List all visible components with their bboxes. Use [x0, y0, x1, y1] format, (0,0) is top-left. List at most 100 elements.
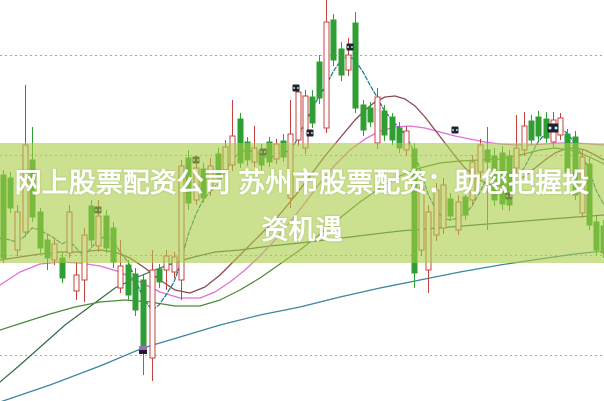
candle	[251, 126, 258, 167]
candle-body-down	[367, 107, 374, 123]
signal-marker-dot	[452, 129, 454, 131]
candle	[316, 55, 323, 104]
candle-body-down	[462, 196, 469, 216]
signal-marker-box	[547, 123, 559, 133]
candle	[59, 252, 66, 283]
candle-body-up	[117, 265, 124, 289]
candle-body-down	[266, 141, 273, 163]
candle	[352, 12, 359, 113]
candle	[295, 85, 302, 146]
candle-body-down	[360, 104, 367, 131]
candle-body-up	[477, 144, 484, 173]
candle-body-up	[171, 256, 178, 273]
candle	[360, 100, 367, 136]
candle	[491, 148, 498, 206]
candle-body-down	[88, 205, 95, 241]
signal-marker-dot	[554, 126, 558, 130]
candle-body-up	[345, 54, 352, 71]
ma-line-MA120	[0, 250, 604, 401]
candle	[411, 143, 418, 288]
candle	[14, 205, 21, 256]
candle	[81, 228, 88, 302]
candle	[222, 140, 229, 176]
signal-marker-dark	[94, 206, 102, 214]
candle	[140, 274, 147, 375]
candle-body-up	[207, 165, 214, 191]
candle	[447, 193, 454, 221]
candle	[403, 126, 410, 156]
candle-body-down	[330, 19, 337, 61]
candle-body-up	[81, 234, 88, 281]
candle-body-up	[66, 211, 73, 254]
signal-marker-dot	[510, 195, 512, 197]
candle	[330, 14, 337, 66]
candle	[44, 235, 51, 270]
signal-marker-dot	[548, 126, 552, 130]
candle-body-up	[222, 146, 229, 171]
candle	[185, 150, 192, 210]
candle-body-down	[140, 279, 147, 349]
candle-body-up	[425, 211, 432, 271]
candle-body-down	[447, 198, 454, 217]
candle-body-down	[156, 268, 163, 283]
candle-body-down	[215, 153, 222, 179]
candle-body-down	[200, 168, 207, 199]
candle	[73, 262, 80, 300]
candle-body-down	[309, 96, 316, 124]
candle	[244, 137, 251, 166]
signal-marker-dot	[506, 195, 508, 197]
candle	[535, 111, 542, 141]
candle-body-up	[273, 143, 280, 160]
candle-body-down	[499, 152, 506, 205]
candle	[149, 250, 156, 381]
candle-body-up	[513, 147, 520, 169]
signal-marker-dark-big	[547, 123, 559, 133]
candle-body-up	[557, 117, 564, 136]
candle-body-up	[433, 189, 440, 236]
candle	[132, 268, 139, 316]
candle	[258, 144, 265, 170]
signal-marker-box	[346, 43, 354, 51]
candle-body-down	[535, 116, 542, 137]
candle	[110, 222, 117, 268]
candle	[513, 115, 520, 173]
candle	[572, 131, 579, 200]
candle	[469, 155, 476, 206]
candle	[88, 200, 95, 246]
candle-body-down	[37, 211, 44, 249]
candle-body-down	[586, 163, 593, 226]
candle	[200, 163, 207, 203]
signal-marker-dot	[99, 209, 101, 211]
signal-marker-dot	[311, 132, 313, 134]
candle-body-up	[178, 165, 185, 281]
candle	[22, 85, 29, 237]
candle-body-down	[484, 149, 491, 163]
candle-body-down	[528, 120, 535, 141]
candle-body-up	[295, 91, 302, 141]
candle-body-down	[411, 148, 418, 274]
candles	[0, 0, 604, 381]
candle	[37, 208, 44, 253]
signal-marker-dot	[293, 87, 295, 89]
candle	[374, 88, 381, 149]
candle-body-up	[193, 167, 200, 201]
candle-body-up	[95, 215, 102, 247]
candle	[237, 113, 244, 168]
candle	[462, 191, 469, 220]
candle-body-down	[396, 127, 403, 149]
candle-body-down	[7, 177, 14, 209]
candle	[51, 238, 58, 265]
signal-marker-dot	[260, 151, 262, 153]
candle-body-up	[22, 144, 29, 233]
candle-body-down	[381, 110, 388, 136]
candle-body-up	[455, 201, 462, 231]
candle	[593, 216, 600, 255]
candle	[586, 157, 593, 230]
candle	[156, 264, 163, 288]
candle	[521, 112, 528, 156]
signal-marker-dot	[264, 151, 266, 153]
candle	[367, 102, 374, 127]
candle-body-up	[163, 255, 170, 271]
candle-body-up	[14, 211, 21, 251]
